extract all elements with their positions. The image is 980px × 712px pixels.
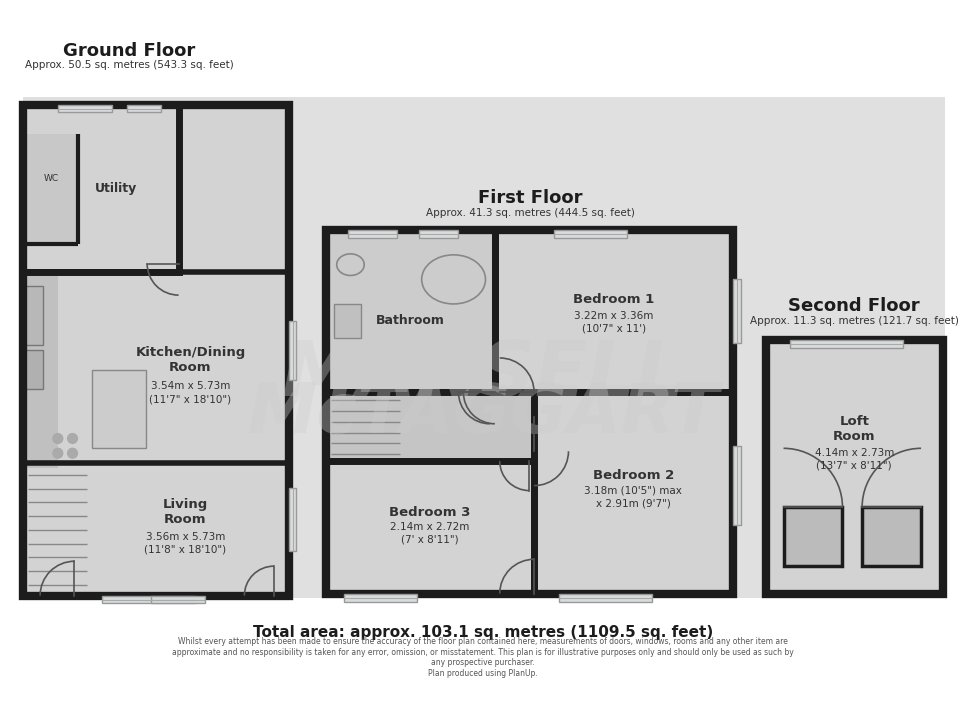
Text: 3.54m x 5.73m: 3.54m x 5.73m: [151, 382, 230, 392]
Text: Second Floor: Second Floor: [789, 297, 920, 315]
Text: First Floor: First Floor: [478, 189, 582, 207]
Bar: [126, 105, 161, 112]
Bar: [326, 230, 495, 392]
Bar: [151, 596, 205, 604]
Bar: [348, 230, 397, 238]
Bar: [733, 279, 741, 343]
Bar: [326, 230, 495, 392]
Bar: [24, 97, 945, 597]
Bar: [25, 350, 43, 389]
Text: (10'7" x 11'): (10'7" x 11'): [581, 323, 646, 333]
Text: Loft
Room: Loft Room: [833, 414, 875, 443]
Bar: [24, 105, 288, 596]
Text: 3.18m (10'5") max: 3.18m (10'5") max: [584, 486, 682, 496]
Text: Bedroom 3: Bedroom 3: [389, 506, 470, 518]
Text: (7' x 8'11"): (7' x 8'11"): [401, 535, 459, 545]
Text: 4.14m x 2.73m: 4.14m x 2.73m: [814, 449, 894, 459]
Text: Bathroom: Bathroom: [376, 314, 445, 327]
Bar: [334, 304, 362, 338]
Bar: [534, 392, 733, 594]
Text: Approx. 50.5 sq. metres (543.3 sq. feet): Approx. 50.5 sq. metres (543.3 sq. feet): [25, 61, 234, 70]
Text: Ground Floor: Ground Floor: [64, 41, 196, 60]
Bar: [784, 507, 843, 566]
Text: Total area: approx. 103.1 sq. metres (1109.5 sq. feet): Total area: approx. 103.1 sq. metres (11…: [253, 625, 713, 640]
Bar: [25, 286, 43, 345]
Text: McTAGGART: McTAGGART: [247, 380, 719, 447]
Text: MANSELL: MANSELL: [281, 337, 685, 412]
Bar: [24, 271, 58, 468]
Text: Living
Room: Living Room: [163, 498, 208, 526]
Text: Whilst every attempt has been made to ensure the accuracy of the floor plan cont: Whilst every attempt has been made to en…: [172, 637, 794, 678]
Bar: [326, 230, 733, 594]
Circle shape: [68, 434, 77, 444]
Bar: [24, 105, 178, 271]
Bar: [326, 230, 733, 594]
Bar: [766, 340, 943, 594]
Bar: [862, 507, 921, 566]
Text: Approx. 11.3 sq. metres (121.7 sq. feet): Approx. 11.3 sq. metres (121.7 sq. feet): [750, 315, 958, 325]
Text: 3.56m x 5.73m: 3.56m x 5.73m: [146, 532, 225, 542]
Text: Bedroom 1: Bedroom 1: [573, 293, 655, 305]
Bar: [559, 594, 652, 602]
Bar: [733, 446, 741, 525]
Text: (13'7" x 8'11"): (13'7" x 8'11"): [816, 461, 892, 471]
Text: Bedroom 2: Bedroom 2: [593, 469, 674, 482]
Bar: [24, 105, 178, 271]
Text: Utility: Utility: [95, 182, 137, 194]
Text: (11'7" x 18'10"): (11'7" x 18'10"): [149, 394, 231, 404]
Bar: [419, 230, 459, 238]
Bar: [288, 488, 296, 551]
Text: x 2.91m (9'7"): x 2.91m (9'7"): [596, 498, 670, 508]
Text: (11'8" x 18'10"): (11'8" x 18'10"): [144, 545, 226, 555]
Text: Kitchen/Dining
Room: Kitchen/Dining Room: [135, 346, 246, 374]
Bar: [326, 461, 534, 594]
Bar: [326, 392, 534, 461]
Circle shape: [53, 434, 63, 444]
Bar: [554, 230, 627, 238]
Text: WC: WC: [43, 174, 59, 183]
Bar: [92, 370, 146, 449]
Text: Approx. 41.3 sq. metres (444.5 sq. feet): Approx. 41.3 sq. metres (444.5 sq. feet): [425, 208, 635, 218]
Bar: [326, 461, 534, 594]
Bar: [288, 320, 296, 379]
Bar: [495, 230, 733, 392]
Bar: [495, 230, 733, 392]
Circle shape: [68, 449, 77, 458]
Bar: [534, 392, 733, 594]
Bar: [344, 594, 417, 602]
Text: 2.14m x 2.72m: 2.14m x 2.72m: [390, 522, 469, 532]
Bar: [58, 105, 112, 112]
Bar: [766, 340, 943, 594]
Bar: [791, 340, 904, 348]
Circle shape: [53, 449, 63, 458]
Bar: [102, 596, 195, 604]
Bar: [24, 105, 288, 596]
Text: 3.22m x 3.36m: 3.22m x 3.36m: [574, 310, 654, 320]
Bar: [24, 134, 78, 244]
